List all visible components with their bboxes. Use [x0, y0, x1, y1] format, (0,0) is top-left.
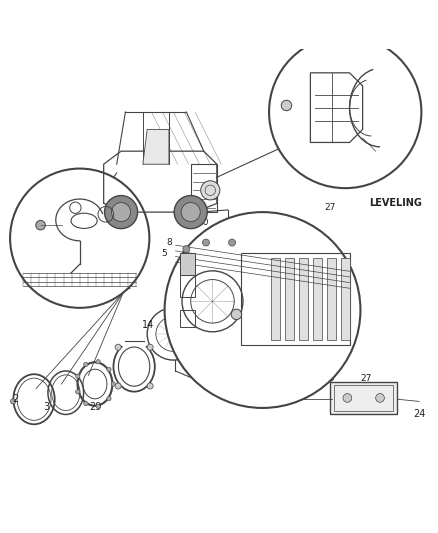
Circle shape — [281, 100, 292, 111]
Text: 13: 13 — [257, 219, 268, 228]
Circle shape — [107, 397, 111, 401]
Circle shape — [105, 196, 138, 229]
Circle shape — [111, 382, 116, 386]
Circle shape — [96, 360, 100, 364]
Text: 14: 14 — [141, 320, 154, 330]
Circle shape — [269, 36, 421, 188]
Circle shape — [376, 393, 385, 402]
Text: 21: 21 — [35, 207, 46, 216]
Polygon shape — [285, 258, 294, 341]
Circle shape — [10, 168, 149, 308]
Text: 25: 25 — [210, 347, 221, 356]
Text: 20: 20 — [83, 184, 94, 192]
Circle shape — [181, 203, 200, 222]
Polygon shape — [313, 258, 322, 341]
Circle shape — [84, 401, 88, 406]
Text: 17: 17 — [104, 190, 116, 199]
Polygon shape — [180, 254, 195, 275]
Circle shape — [174, 196, 207, 229]
Text: 22: 22 — [361, 68, 373, 77]
Text: 3: 3 — [43, 402, 49, 411]
Ellipse shape — [201, 344, 216, 350]
Polygon shape — [327, 258, 336, 341]
Text: 9: 9 — [181, 271, 187, 280]
Circle shape — [183, 246, 190, 253]
Circle shape — [326, 374, 334, 382]
Text: 1: 1 — [357, 156, 364, 164]
Circle shape — [76, 390, 80, 394]
Polygon shape — [299, 258, 308, 341]
Circle shape — [84, 362, 88, 367]
Polygon shape — [143, 130, 169, 164]
Text: 7: 7 — [111, 290, 118, 300]
Text: 26: 26 — [195, 367, 206, 376]
Text: 29: 29 — [89, 402, 101, 411]
Circle shape — [115, 344, 121, 350]
Polygon shape — [330, 382, 397, 415]
Circle shape — [115, 383, 121, 389]
Text: 1: 1 — [124, 281, 131, 291]
Ellipse shape — [194, 365, 204, 370]
Circle shape — [202, 239, 209, 246]
Circle shape — [147, 383, 153, 389]
Circle shape — [343, 393, 352, 402]
Circle shape — [36, 220, 46, 230]
Polygon shape — [341, 258, 350, 341]
Text: 2: 2 — [13, 394, 19, 404]
Text: 27: 27 — [360, 374, 372, 383]
Text: 27: 27 — [324, 203, 336, 212]
Text: 5: 5 — [162, 249, 167, 258]
Text: LEVELING: LEVELING — [369, 198, 422, 208]
Text: 24: 24 — [413, 409, 425, 419]
Text: 15: 15 — [237, 305, 249, 314]
Circle shape — [112, 203, 131, 222]
Circle shape — [165, 212, 360, 408]
Circle shape — [96, 404, 100, 408]
Circle shape — [11, 399, 16, 404]
Circle shape — [76, 374, 80, 378]
Polygon shape — [271, 258, 280, 341]
Text: 4: 4 — [277, 101, 283, 110]
Circle shape — [107, 367, 111, 372]
Circle shape — [201, 181, 220, 200]
Circle shape — [147, 344, 153, 350]
Text: 12: 12 — [220, 225, 231, 234]
Text: 8: 8 — [166, 238, 172, 247]
Text: 10: 10 — [198, 219, 209, 228]
Circle shape — [229, 239, 236, 246]
Circle shape — [231, 309, 242, 320]
